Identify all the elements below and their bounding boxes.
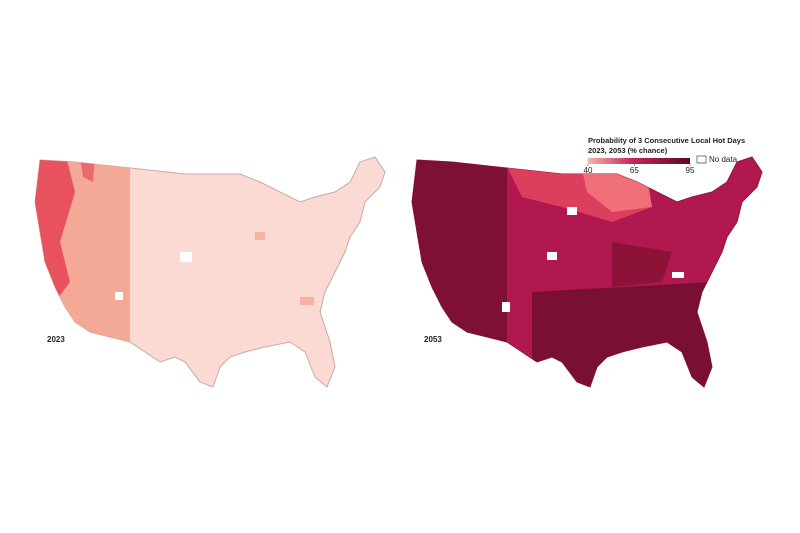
legend-tick-label: 95	[686, 166, 695, 175]
map-2023: 2023	[34, 156, 386, 388]
legend-subtitle: 2023, 2053 (% chance)	[588, 146, 668, 155]
legend: Probability of 3 Consecutive Local Hot D…	[584, 136, 746, 175]
legend-tick-label: 40	[584, 166, 593, 175]
legend-title: Probability of 3 Consecutive Local Hot D…	[588, 136, 745, 145]
legend-tick-label: 65	[630, 166, 639, 175]
no-data-swatch	[696, 155, 707, 164]
map-label: 2053	[424, 335, 442, 344]
map-label: 2023	[47, 335, 65, 344]
no-data-label: No data	[709, 155, 738, 164]
legend-bar	[588, 158, 690, 164]
map-2053: 2053	[411, 156, 763, 388]
